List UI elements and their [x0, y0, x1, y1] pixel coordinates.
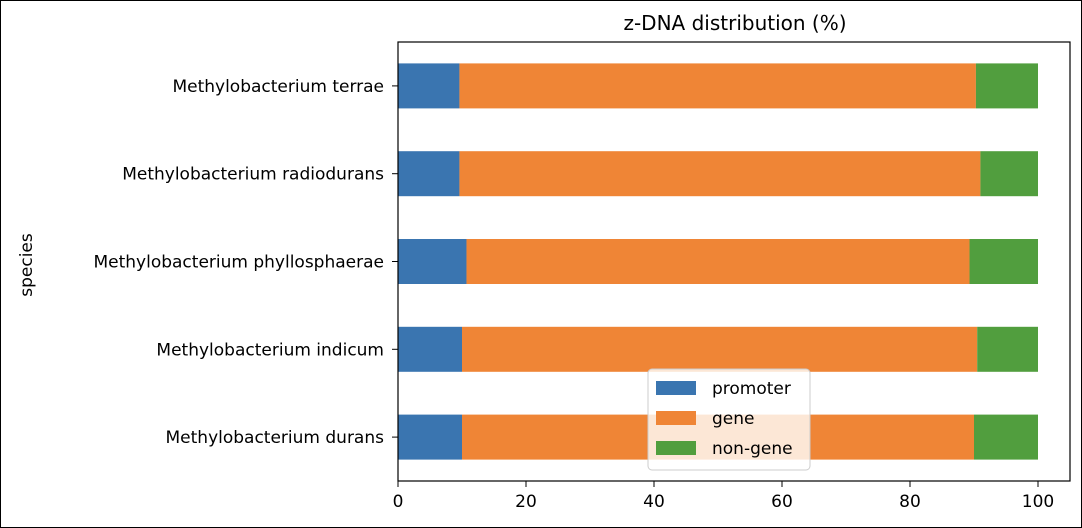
bar-promoter-4	[398, 63, 460, 109]
x-tick-label: 40	[643, 492, 665, 512]
y-tick-label: Methylobacterium phyllosphaerae	[93, 253, 384, 273]
bar-promoter-3	[398, 151, 460, 197]
y-tick-label: Methylobacterium terrae	[172, 77, 384, 97]
bars-group	[398, 63, 1038, 460]
bar-gene-1	[462, 326, 978, 372]
bar-promoter-0	[398, 414, 462, 460]
bar-gene-4	[459, 63, 976, 109]
bar-non-gene-0	[974, 414, 1038, 460]
bar-promoter-1	[398, 326, 462, 372]
legend-swatch-promoter	[656, 381, 696, 395]
bar-promoter-2	[398, 239, 467, 284]
legend-swatch-gene	[656, 411, 696, 425]
legend-label-promoter: promoter	[712, 379, 791, 399]
bar-gene-2	[466, 239, 970, 284]
y-tick-label: Methylobacterium durans	[166, 428, 385, 448]
x-tick-label: 60	[771, 492, 793, 512]
legend-label-gene: gene	[712, 409, 754, 429]
x-axis-ticks: 0 20 40 60 80 100	[393, 481, 1054, 512]
x-tick-label: 80	[899, 492, 921, 512]
bar-non-gene-4	[975, 63, 1038, 109]
y-axis-label: species	[17, 233, 37, 297]
legend-swatch-non-gene	[656, 441, 696, 455]
bar-non-gene-3	[980, 151, 1038, 197]
x-tick-label: 0	[393, 492, 404, 512]
y-tick-label: Methylobacterium indicum	[156, 340, 384, 360]
y-tick-label: Methylobacterium radiodurans	[122, 165, 384, 185]
y-axis-ticks: Methylobacterium durans Methylobacterium …	[93, 77, 398, 448]
legend: promoter gene non-gene	[647, 368, 811, 471]
legend-label-non-gene: non-gene	[712, 439, 793, 459]
chart-title: z-DNA distribution (%)	[623, 11, 846, 35]
bar-gene-3	[459, 151, 981, 197]
x-tick-label: 100	[1022, 492, 1054, 512]
x-tick-label: 20	[515, 492, 537, 512]
bar-non-gene-2	[969, 239, 1038, 284]
bar-non-gene-1	[977, 326, 1038, 372]
